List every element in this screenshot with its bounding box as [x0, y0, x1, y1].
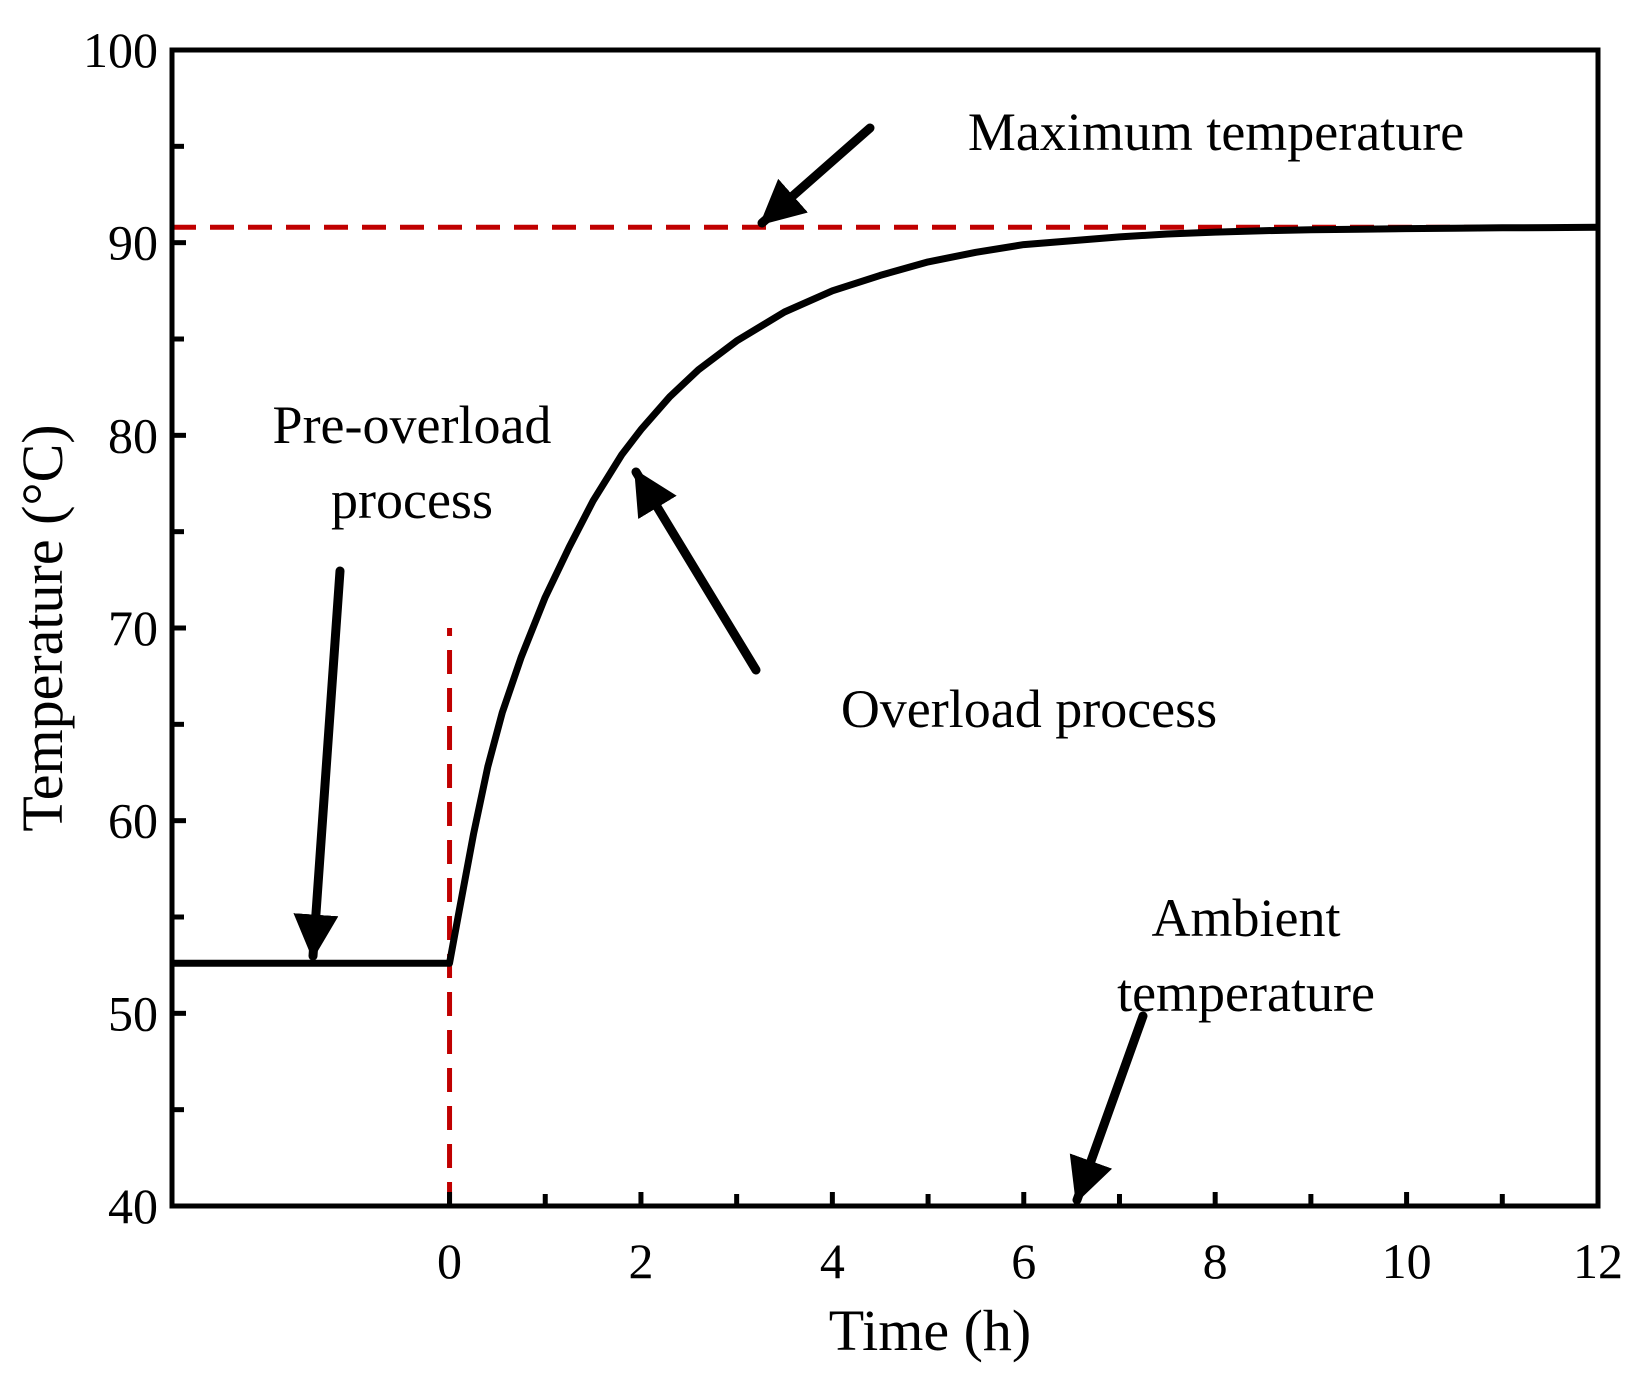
- y-tick-label: 90: [108, 215, 158, 271]
- max-temp-label: Maximum temperature: [968, 102, 1464, 162]
- y-tick-label: 40: [108, 1178, 158, 1234]
- series-line-temperature: [172, 223, 1599, 967]
- axis-ticks: [172, 47, 1601, 1209]
- x-tick-label: 0: [437, 1233, 462, 1289]
- x-tick-label: 6: [1011, 1233, 1036, 1289]
- overload-label: Overload process: [841, 679, 1217, 739]
- x-axis-title: Time (h): [829, 1298, 1032, 1363]
- x-tick-label: 12: [1573, 1233, 1623, 1289]
- y-tick-label: 70: [108, 600, 158, 656]
- x-tick-label: 8: [1203, 1233, 1228, 1289]
- y-tick-label: 80: [108, 407, 158, 463]
- pre-overload-label-line1: Pre-overload: [273, 395, 552, 455]
- tick-labels: 0 2 4 6 8 10 12 40 50 60 70 80 90 100: [83, 22, 1623, 1289]
- x-tick-label: 2: [628, 1233, 653, 1289]
- pre-overload-label-line2: process: [331, 470, 493, 530]
- max-temp-arrow: [757, 123, 875, 228]
- x-tick-label: 10: [1382, 1233, 1432, 1289]
- y-tick-label: 60: [108, 793, 158, 849]
- x-tick-label: 4: [820, 1233, 845, 1289]
- y-tick-label: 50: [108, 985, 158, 1041]
- overload-arrow: [631, 467, 761, 675]
- pre-overload-arrow: [293, 566, 345, 961]
- y-axis-title: Temperature (°C): [10, 424, 75, 831]
- y-tick-label: 100: [83, 22, 158, 78]
- plot-frame: [169, 47, 1601, 1209]
- ambient-arrow: [1069, 1011, 1148, 1205]
- ambient-label-line1: Ambient: [1152, 888, 1341, 948]
- series-layer: [172, 223, 1599, 967]
- ambient-label-line2: temperature: [1117, 963, 1375, 1023]
